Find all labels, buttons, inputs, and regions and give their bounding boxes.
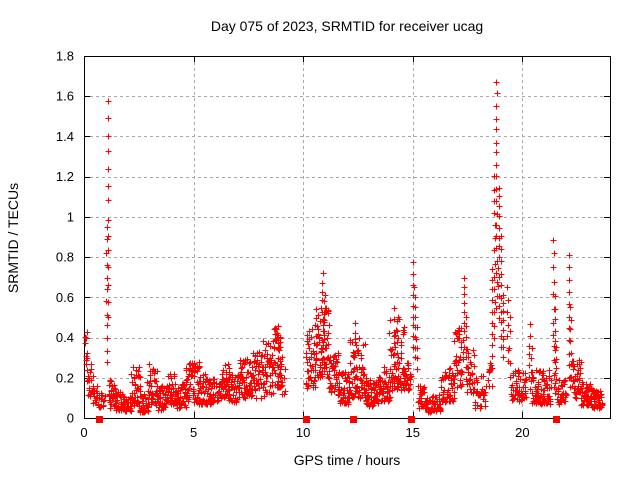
- y-tick-label: 0.4: [56, 330, 74, 345]
- x-axis-label: GPS time / hours: [293, 452, 401, 468]
- x-tick-label: 20: [515, 425, 529, 440]
- y-tick-label: 0: [67, 411, 74, 426]
- y-tick-label: 0.2: [56, 370, 74, 385]
- flagged-epoch-marker: [96, 416, 103, 423]
- flagged-epoch-marker: [350, 416, 357, 423]
- y-tick-label: 1.2: [56, 169, 74, 184]
- flagged-epoch-marker: [553, 416, 560, 423]
- axis-ticks: [84, 56, 610, 419]
- y-tick-label: 1.6: [56, 89, 74, 104]
- data-points: [82, 79, 606, 416]
- chart-title: Day 075 of 2023, SRMTID for receiver uca…: [210, 18, 484, 34]
- x-tick-label: 15: [406, 425, 420, 440]
- y-tick-label: 0.6: [56, 290, 74, 305]
- y-tick-label: 1.4: [56, 129, 74, 144]
- y-tick-label: 1.8: [56, 49, 74, 64]
- plot-border: [84, 56, 611, 419]
- x-tick-label: 5: [190, 425, 197, 440]
- y-tick-label: 0.8: [56, 250, 74, 265]
- grid-lines: [84, 56, 610, 418]
- x-tick-label: 10: [296, 425, 310, 440]
- y-axis-label: SRMTID / TECUs: [5, 182, 21, 294]
- flagged-epoch-marker: [303, 416, 310, 423]
- x-tick-label: 0: [80, 425, 87, 440]
- y-tick-label: 1: [67, 209, 74, 224]
- flagged-epoch-marker: [408, 416, 415, 423]
